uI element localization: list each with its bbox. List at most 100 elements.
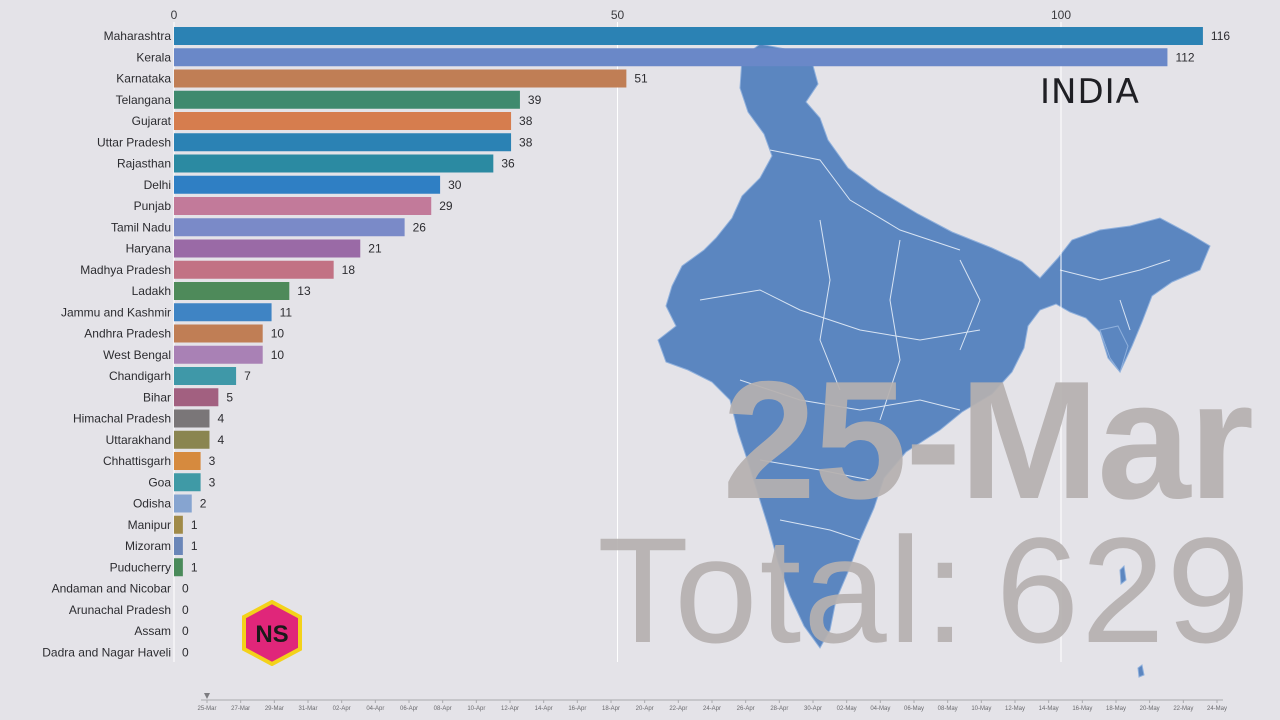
category-label-ladakh: Ladakh xyxy=(132,284,171,298)
timeline-date-label: 12-May xyxy=(1005,706,1025,712)
timeline-date-label: 08-Apr xyxy=(434,706,452,712)
bar-kerala xyxy=(174,48,1168,67)
category-label-chhattisgarh: Chhattisgarh xyxy=(103,454,171,468)
total-watermark: Total: 629 xyxy=(597,515,1252,665)
timeline-date-label: 31-Mar xyxy=(298,706,317,712)
timeline-date-label: 26-Apr xyxy=(737,706,755,712)
current-date-watermark: 25-Mar xyxy=(722,346,1254,534)
bar-haryana xyxy=(174,239,361,258)
value-label-assam: 0 xyxy=(182,624,189,638)
timeline-date-label: 14-May xyxy=(1039,706,1059,712)
bar-goa xyxy=(174,473,201,492)
bar-karnataka xyxy=(174,69,627,88)
value-label-odisha: 2 xyxy=(200,497,207,511)
bar-uttar-pradesh xyxy=(174,133,512,152)
timeline-date-label: 02-May xyxy=(837,706,857,712)
category-label-arunachal-pradesh: Arunachal Pradesh xyxy=(69,603,171,617)
value-label-uttarakhand: 4 xyxy=(217,433,224,447)
timeline-date-label: 10-Apr xyxy=(467,706,485,712)
timeline-date-label: 10-May xyxy=(971,706,991,712)
category-label-tamil-nadu: Tamil Nadu xyxy=(111,220,171,234)
timeline-date-label: 06-Apr xyxy=(400,706,418,712)
bar-uttarakhand xyxy=(174,430,210,449)
bar-bihar xyxy=(174,388,219,407)
category-label-chandigarh: Chandigarh xyxy=(109,369,171,383)
timeline-date-label: 22-May xyxy=(1173,706,1193,712)
category-label-dadra-and-nagar-haveli: Dadra and Nagar Haveli xyxy=(42,645,171,659)
value-label-bihar: 5 xyxy=(226,390,233,404)
value-label-west-bengal: 10 xyxy=(271,348,285,362)
timeline-date-label: 20-May xyxy=(1140,706,1160,712)
bar-puducherry xyxy=(174,558,183,577)
total-prefix: Total: xyxy=(597,506,968,674)
x-tick-label-100: 100 xyxy=(1051,8,1071,22)
category-label-madhya-pradesh: Madhya Pradesh xyxy=(80,263,171,277)
value-label-goa: 3 xyxy=(209,475,216,489)
value-label-chhattisgarh: 3 xyxy=(209,454,216,468)
timeline-date-label: 14-Apr xyxy=(535,706,553,712)
category-label-manipur: Manipur xyxy=(128,518,171,532)
timeline-date-label: 04-May xyxy=(870,706,890,712)
channel-logo: NS xyxy=(242,600,302,666)
category-label-goa: Goa xyxy=(148,475,171,489)
category-label-assam: Assam xyxy=(134,624,171,638)
bar-maharashtra xyxy=(174,27,1203,45)
timeline-date-label: 06-May xyxy=(904,706,924,712)
timeline-current-marker[interactable] xyxy=(204,693,210,699)
bar-himachal-pradesh xyxy=(174,409,210,428)
value-label-puducherry: 1 xyxy=(191,560,198,574)
bar-punjab xyxy=(174,197,432,215)
value-label-madhya-pradesh: 18 xyxy=(342,263,356,277)
value-label-gujarat: 38 xyxy=(519,114,533,128)
timeline-date-label: 04-Apr xyxy=(366,706,384,712)
value-label-uttar-pradesh: 38 xyxy=(519,135,533,149)
category-label-jammu-and-kashmir: Jammu and Kashmir xyxy=(61,305,171,319)
bar-jammu-and-kashmir xyxy=(174,303,272,322)
category-label-karnataka: Karnataka xyxy=(116,72,171,86)
bar-chhattisgarh xyxy=(174,452,201,470)
timeline-date-label: 18-May xyxy=(1106,706,1126,712)
total-value: 629 xyxy=(995,506,1252,674)
value-label-rajasthan: 36 xyxy=(501,157,515,171)
bar-telangana xyxy=(174,90,520,109)
timeline-date-label: 22-Apr xyxy=(669,706,687,712)
value-label-jammu-and-kashmir: 11 xyxy=(280,305,293,319)
value-label-ladakh: 13 xyxy=(297,284,311,298)
bar-odisha xyxy=(174,494,192,513)
timeline-date-label: 02-Apr xyxy=(333,706,351,712)
category-label-uttar-pradesh: Uttar Pradesh xyxy=(97,135,171,149)
bar-chandigarh xyxy=(174,367,237,385)
category-label-mizoram: Mizoram xyxy=(125,539,171,553)
category-label-gujarat: Gujarat xyxy=(132,114,172,128)
category-label-andhra-pradesh: Andhra Pradesh xyxy=(84,327,171,341)
category-label-punjab: Punjab xyxy=(134,199,172,213)
timeline-date-label: 29-Mar xyxy=(265,706,284,712)
bar-gujarat xyxy=(174,112,512,130)
value-label-tamil-nadu: 26 xyxy=(413,220,427,234)
bar-tamil-nadu xyxy=(174,218,405,237)
bar-west-bengal xyxy=(174,345,263,364)
value-label-himachal-pradesh: 4 xyxy=(217,412,224,426)
category-label-andaman-and-nicobar: Andaman and Nicobar xyxy=(52,582,171,596)
bar-ladakh xyxy=(174,282,290,300)
timeline-date-label: 25-Mar xyxy=(197,706,216,712)
logo-hexagon xyxy=(242,600,302,666)
value-label-maharashtra: 116 xyxy=(1211,29,1230,43)
bar-manipur xyxy=(174,515,183,534)
timeline-date-label: 12-Apr xyxy=(501,706,519,712)
x-tick-label-50: 50 xyxy=(611,8,625,22)
bar-madhya-pradesh xyxy=(174,260,334,279)
value-label-telangana: 39 xyxy=(528,93,542,107)
x-axis-ticks: 0 50 100 xyxy=(171,8,1072,22)
value-label-andaman-and-nicobar: 0 xyxy=(182,582,189,596)
category-label-haryana: Haryana xyxy=(126,242,172,256)
timeline-date-label: 18-Apr xyxy=(602,706,620,712)
value-label-dadra-and-nagar-haveli: 0 xyxy=(182,645,189,659)
india-map xyxy=(657,43,1211,678)
value-label-andhra-pradesh: 10 xyxy=(271,327,285,341)
category-label-kerala: Kerala xyxy=(136,50,171,64)
timeline-date-label: 16-May xyxy=(1072,706,1092,712)
value-label-kerala: 112 xyxy=(1175,50,1194,64)
